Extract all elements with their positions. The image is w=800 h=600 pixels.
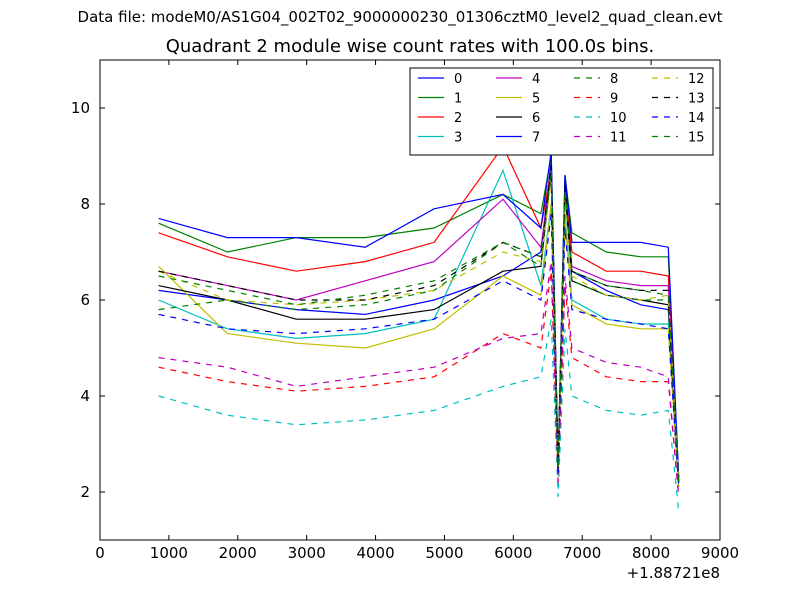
x-tick-label: 3000 bbox=[288, 544, 326, 562]
x-offset-label: +1.88721e8 bbox=[627, 564, 720, 582]
legend-label-13: 13 bbox=[688, 92, 705, 107]
x-tick-label: 5000 bbox=[425, 544, 463, 562]
x-tick-label: 2000 bbox=[219, 544, 257, 562]
legend-label-7: 7 bbox=[532, 131, 540, 146]
legend-label-4: 4 bbox=[532, 72, 540, 87]
legend-label-10: 10 bbox=[610, 111, 627, 126]
series-line-0 bbox=[158, 160, 680, 483]
series-line-13 bbox=[158, 165, 680, 483]
x-tick-label: 4000 bbox=[356, 544, 394, 562]
legend-label-3: 3 bbox=[454, 131, 462, 146]
x-tick-label: 7000 bbox=[563, 544, 601, 562]
legend-label-8: 8 bbox=[610, 72, 618, 87]
legend-label-15: 15 bbox=[688, 131, 705, 146]
legend-label-5: 5 bbox=[532, 92, 540, 107]
series-layer bbox=[158, 145, 680, 512]
legend-label-9: 9 bbox=[610, 92, 618, 107]
series-line-11 bbox=[158, 261, 680, 497]
figure-suptitle: Data file: modeM0/AS1G04_002T02_90000002… bbox=[77, 8, 723, 26]
y-tick-label: 10 bbox=[71, 99, 90, 117]
series-line-7 bbox=[158, 151, 680, 478]
series-line-12 bbox=[158, 179, 680, 483]
series-line-15 bbox=[158, 175, 680, 483]
series-line-14 bbox=[158, 213, 680, 488]
legend-label-11: 11 bbox=[610, 131, 627, 146]
legend-label-2: 2 bbox=[454, 111, 462, 126]
y-tick-label: 8 bbox=[80, 195, 90, 213]
legend-label-12: 12 bbox=[688, 72, 705, 87]
series-line-9 bbox=[158, 271, 680, 497]
x-tick-label: 6000 bbox=[494, 544, 532, 562]
series-line-10 bbox=[158, 319, 680, 512]
x-tick-label: 1000 bbox=[150, 544, 188, 562]
chart-title: Quadrant 2 module wise count rates with … bbox=[165, 36, 655, 57]
legend-label-14: 14 bbox=[688, 111, 705, 126]
series-line-4 bbox=[158, 175, 680, 483]
x-tick-label: 0 bbox=[95, 544, 105, 562]
legend-label-6: 6 bbox=[532, 111, 540, 126]
ticks-layer: 0 1000 2000 3000 4000 5000 6000 7000 8000 9000 2 4 6… bbox=[71, 60, 739, 582]
y-tick-label: 4 bbox=[80, 387, 90, 405]
y-tick-label: 2 bbox=[80, 483, 90, 501]
legend-label-1: 1 bbox=[454, 92, 462, 107]
x-tick-label: 9000 bbox=[701, 544, 739, 562]
legend-box bbox=[409, 67, 714, 156]
x-tick-label: 8000 bbox=[632, 544, 670, 562]
y-tick-label: 6 bbox=[80, 291, 90, 309]
legend-label-0: 0 bbox=[454, 72, 462, 87]
series-line-1 bbox=[158, 155, 680, 478]
